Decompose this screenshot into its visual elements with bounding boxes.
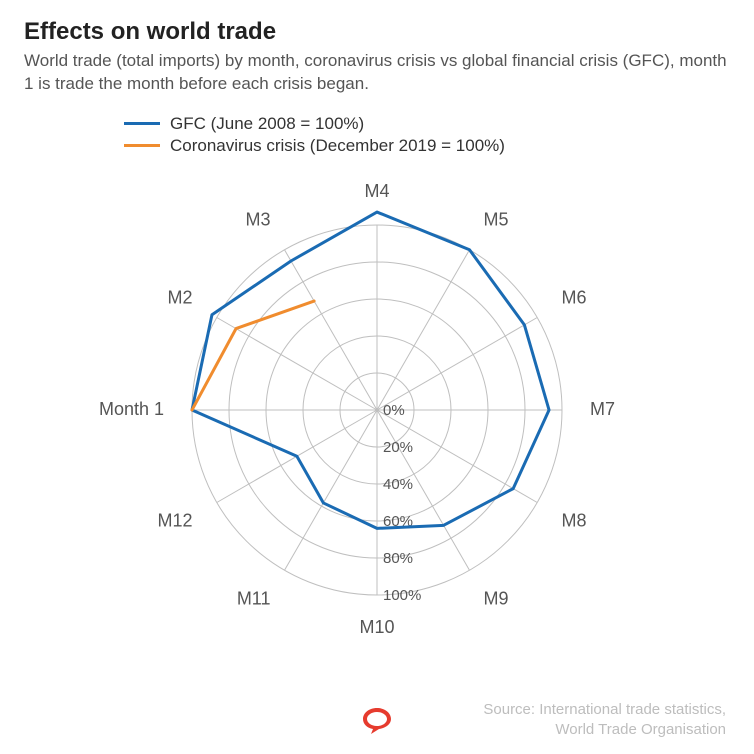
legend-item: Coronavirus crisis (December 2019 = 100%… [124,136,730,156]
chart-subtitle: World trade (total imports) by month, co… [24,50,730,96]
chart-title: Effects on world trade [24,18,730,46]
legend: GFC (June 2008 = 100%)Coronavirus crisis… [124,114,730,156]
svg-text:100%: 100% [383,587,421,604]
svg-text:M4: M4 [364,181,389,201]
svg-text:0%: 0% [383,402,405,419]
legend-label: GFC (June 2008 = 100%) [170,114,364,134]
svg-text:80%: 80% [383,550,413,567]
svg-text:M11: M11 [237,588,271,608]
svg-text:M9: M9 [484,588,509,608]
svg-text:M2: M2 [168,287,193,307]
svg-text:40%: 40% [383,476,413,493]
svg-text:M12: M12 [158,510,193,530]
svg-text:M5: M5 [484,209,509,229]
svg-text:M6: M6 [561,287,586,307]
svg-text:20%: 20% [383,439,413,456]
svg-text:Month 1: Month 1 [99,399,164,419]
legend-label: Coronavirus crisis (December 2019 = 100%… [170,136,505,156]
svg-text:M8: M8 [561,510,586,530]
svg-text:M10: M10 [359,617,394,637]
svg-text:M7: M7 [590,399,615,419]
legend-swatch [124,144,160,147]
svg-text:M3: M3 [245,209,270,229]
legend-swatch [124,122,160,125]
legend-item: GFC (June 2008 = 100%) [124,114,730,134]
source-attribution: Source: International trade statistics,W… [28,700,726,741]
footer: Source: International trade statistics,W… [0,700,754,741]
radar-chart: 0%20%40%60%80%100%Month 1M2M3M4M5M6M7M8M… [24,160,730,660]
